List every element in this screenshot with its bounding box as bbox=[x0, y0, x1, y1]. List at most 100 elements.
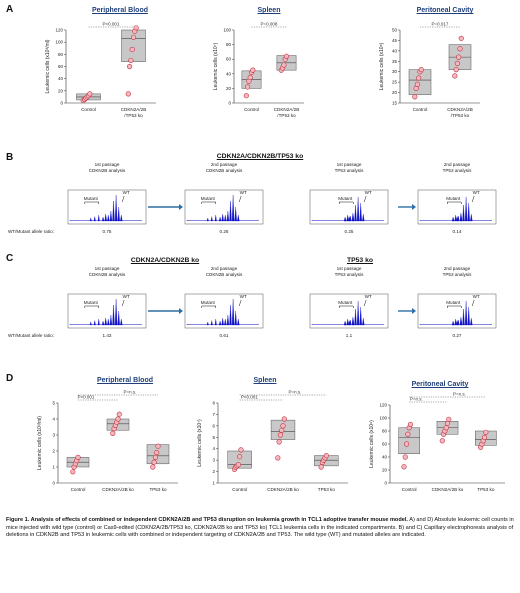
panel-c-ratio-label: WT/Mutant allele ratio: bbox=[8, 333, 54, 338]
panel-a-chart-0-tick-label: 80 bbox=[58, 52, 64, 57]
panel-c-plot-1-peak bbox=[234, 310, 237, 326]
panel-d-chart-1-tick-label: 6 bbox=[212, 423, 215, 428]
panel-b-plot-2-peak bbox=[362, 213, 365, 222]
panel-c-plot-0-frame bbox=[67, 293, 147, 329]
panel-c-plot-0-minor-peak bbox=[97, 318, 100, 326]
panel-d-chart-0-category-label: CDKN2A/2B ko bbox=[102, 487, 134, 492]
panel-d-chart-1-point bbox=[281, 416, 287, 422]
panel-d-chart-2-category-label: Control bbox=[402, 487, 417, 492]
panel-b-plot-2-frame bbox=[309, 189, 389, 225]
panel-c-plot-2-mutant-bracket bbox=[338, 305, 354, 308]
panel-d-charts: 0 1 2 3 4 5 Leukemic cells (x10³/ml) Control CDK… bbox=[37, 390, 505, 492]
panel-a-chart-0-tick-label: 120 bbox=[55, 28, 63, 33]
panel-a-chart-0-tick-label: 40 bbox=[58, 76, 64, 81]
panel-b-plot-0-wt-label: WT bbox=[123, 190, 130, 195]
panel-c-plot-3-peak bbox=[464, 300, 468, 326]
panel-d-chart-0-point bbox=[116, 411, 122, 417]
panel-d-chart-1-category-label: CDKN2A/2B ko bbox=[267, 487, 299, 492]
panel-a-chart-2-point bbox=[418, 67, 424, 73]
panel-c-plot-3-peak bbox=[454, 318, 457, 326]
panel-c-plot-3-wt-label: WT bbox=[473, 294, 480, 299]
caption-bold: Figure 1. Analysis of effects of combine… bbox=[6, 517, 408, 523]
panel-b-plot-3-minor-peak bbox=[456, 216, 459, 222]
panel-c-plot-0-peak bbox=[117, 310, 120, 326]
panel-c-plot-1-minor-peak bbox=[206, 321, 209, 326]
panel-b-plot-1-minor-peak bbox=[210, 216, 213, 222]
panel-a-chart-2-point bbox=[416, 75, 422, 81]
panel-c-plot-1-peak bbox=[237, 318, 240, 326]
panel-b-plot-2-wt-label: WT bbox=[365, 190, 372, 195]
panel-c-plot-2-minor-peak bbox=[344, 321, 347, 326]
panel-a-chart-0-tick-label: 20 bbox=[58, 88, 64, 93]
panel-b-flow-arrowhead bbox=[412, 204, 416, 210]
panel-d-chart-0-category-label: TP53 ko bbox=[149, 487, 167, 492]
panel-b-plot-0-peak bbox=[101, 216, 105, 222]
panel-b-plot-0-passage-label: CDKN2B analysis bbox=[89, 168, 126, 173]
panel-a-chart-2-category-label: /TP53 ko bbox=[451, 113, 470, 118]
panel-c-plot-3-peak bbox=[467, 306, 470, 326]
panel-c-plot-2-peak bbox=[354, 308, 357, 326]
panel-b-plot-2-mutant-bracket bbox=[338, 201, 354, 204]
panel-c-plot-0-ratio-value: 1.43 bbox=[103, 333, 112, 338]
panel-d-chart-2-point bbox=[439, 438, 445, 444]
panel-label-d: D bbox=[6, 373, 14, 384]
panel-d-chart-1-category-label: TP53 ko bbox=[318, 487, 336, 492]
panel-b-plot-1-peak bbox=[229, 200, 232, 222]
panel-c-plot-1-minor-peak bbox=[210, 320, 213, 326]
panel-c-plot-3-mutant-bracket bbox=[446, 305, 462, 308]
panel-a-chart-2-tick-label: 20 bbox=[392, 90, 398, 95]
panel-d-chart-1-tick-label: 2 bbox=[212, 469, 215, 474]
panel-a-chart-2-tick-label: 30 bbox=[392, 69, 398, 74]
panel-b-plot-1-wt-label: WT bbox=[240, 190, 247, 195]
panel-a-chart-2-point bbox=[412, 94, 418, 100]
panel-c-plot-2-wt-arrow bbox=[363, 299, 367, 307]
panel-b-plot-3-wt-arrow bbox=[471, 195, 475, 203]
panel-a-chart-2-point bbox=[457, 46, 463, 52]
panel-c-plot-3-peak bbox=[470, 317, 473, 326]
panel-b-plot-0-peak bbox=[107, 214, 110, 222]
panel-label-a: A bbox=[6, 4, 14, 15]
panel-d-chart-1-point bbox=[280, 423, 286, 429]
panel-d-chart-0-point bbox=[151, 459, 157, 465]
panel-a-chart-1-category-label: Control bbox=[244, 107, 259, 112]
panel-label-c: C bbox=[6, 253, 14, 264]
panel-d-chart-2-point bbox=[402, 454, 408, 460]
panel-c-plot-1-peak bbox=[231, 298, 235, 326]
panel-a-chart-1-category-label: /TP53 ko bbox=[277, 113, 296, 118]
panel-d-chart-2-point bbox=[403, 441, 410, 447]
panel-b-plot-1-peak bbox=[226, 210, 230, 222]
panel-c-plot-0-passage-label: 1st passage bbox=[95, 266, 120, 271]
panel-b-plot-0-peak bbox=[114, 194, 118, 222]
panel-d-chart-2-category-label: CDKN2A/2B ko bbox=[432, 487, 464, 492]
panel-d-chart-2-category-label: TP53 ko bbox=[477, 487, 495, 492]
panel-d-chart-1-p-value: P=n.s. bbox=[289, 390, 302, 395]
panel-a-chart-1-p-value: P=0.008 bbox=[261, 22, 278, 27]
panel-d-chart-1-tick-label: 7 bbox=[212, 412, 215, 417]
panel-d-chart-2-box bbox=[398, 427, 420, 454]
panel-a-chart-2-point bbox=[454, 60, 461, 66]
panel-b-plot-3-minor-peak bbox=[460, 214, 463, 222]
panel-c-plot-2-mutant-label: Mutant bbox=[338, 300, 353, 305]
panel-a-chart-0-category-label: /TP53 ko bbox=[124, 113, 143, 118]
panel-a-chart-1-point bbox=[250, 67, 256, 73]
panel-d-chart-1-point bbox=[277, 432, 284, 438]
panel-a-chart-1-tick-label: 20 bbox=[226, 86, 232, 91]
panel-d-chart-0-point bbox=[110, 430, 116, 437]
panel-d-chart-2-p-value: P=n.s. bbox=[410, 397, 423, 402]
panel-d-chart-2-y-label: Leukemic cells (x10⁶) bbox=[369, 420, 375, 468]
panel-a-chart-0-point bbox=[125, 91, 131, 97]
panel-b-plot-3-wt-label: WT bbox=[473, 190, 480, 195]
panel-b-plot-3-minor-peak bbox=[452, 217, 455, 222]
panel-a-chart-0-category-label: CDKN2A/2B bbox=[121, 107, 147, 112]
panel-c-flow-arrowhead bbox=[412, 308, 416, 314]
panel-d-chart-1-point bbox=[323, 452, 329, 459]
panel-d-chart-1-tick-label: 8 bbox=[212, 401, 215, 406]
panel-b-plot-3-peak bbox=[470, 213, 473, 222]
panel-a-chart-0-point bbox=[128, 57, 134, 64]
panel-a-chart-1-tick-label: 0 bbox=[228, 101, 231, 106]
panel-a-title-peritoneal: Peritoneal Cavity bbox=[416, 7, 474, 14]
panel-a-chart-1-point bbox=[247, 74, 253, 81]
panel-b-plot-3-peak bbox=[462, 204, 465, 222]
panel-c-plot-0-peak bbox=[101, 320, 105, 326]
